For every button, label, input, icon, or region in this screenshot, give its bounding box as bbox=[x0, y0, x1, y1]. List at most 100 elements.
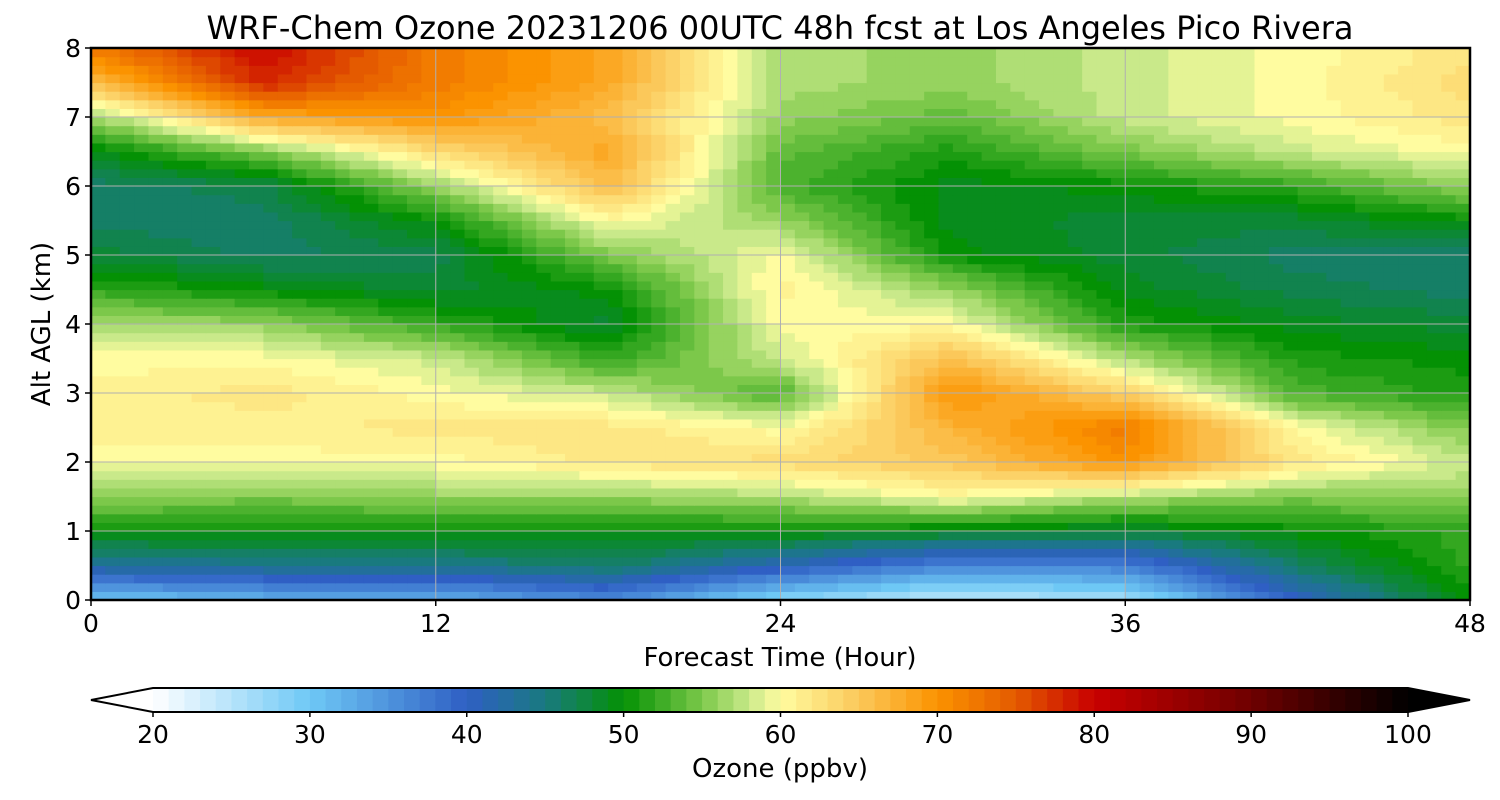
heatmap-cell bbox=[1283, 298, 1299, 308]
heatmap-cell bbox=[407, 194, 422, 204]
heatmap-cell bbox=[478, 591, 494, 600]
heatmap-cell bbox=[1139, 462, 1155, 472]
heatmap-cell bbox=[938, 186, 954, 196]
heatmap-cell bbox=[234, 341, 250, 351]
heatmap-cell bbox=[1268, 539, 1284, 549]
heatmap-cell bbox=[191, 280, 207, 291]
heatmap-cell bbox=[1240, 194, 1256, 204]
heatmap-cell bbox=[234, 349, 250, 360]
heatmap-cell bbox=[766, 237, 782, 247]
heatmap-cell bbox=[852, 453, 868, 463]
heatmap-cell bbox=[320, 513, 336, 523]
heatmap-cell bbox=[1398, 315, 1414, 325]
heatmap-cell bbox=[967, 160, 983, 170]
heatmap-cell bbox=[924, 539, 940, 549]
heatmap-cell bbox=[263, 548, 279, 558]
heatmap-cell bbox=[579, 393, 595, 403]
heatmap-cell bbox=[909, 306, 925, 316]
heatmap-cell bbox=[550, 582, 566, 592]
heatmap-cell bbox=[205, 505, 221, 515]
heatmap-cell bbox=[823, 272, 839, 282]
heatmap-cell bbox=[579, 160, 595, 170]
heatmap-cell bbox=[938, 306, 954, 316]
heatmap-cell bbox=[464, 211, 480, 222]
heatmap-cell bbox=[1455, 436, 1470, 446]
heatmap-cell bbox=[636, 306, 652, 316]
heatmap-cell bbox=[1355, 565, 1371, 575]
heatmap-cell bbox=[148, 427, 164, 437]
heatmap-cell bbox=[694, 574, 710, 584]
heatmap-cell bbox=[794, 280, 810, 291]
heatmap-cell bbox=[105, 393, 121, 403]
heatmap-cell bbox=[1053, 229, 1069, 239]
heatmap-cell bbox=[1082, 289, 1098, 299]
heatmap-cell bbox=[220, 591, 236, 600]
heatmap-cell bbox=[392, 487, 408, 498]
heatmap-cell bbox=[751, 513, 767, 523]
heatmap-cell bbox=[363, 168, 379, 178]
heatmap-cell bbox=[1225, 505, 1241, 515]
heatmap-cell bbox=[938, 591, 954, 600]
heatmap-cell bbox=[1053, 177, 1069, 187]
heatmap-cell bbox=[780, 186, 796, 196]
heatmap-cell bbox=[1225, 375, 1241, 385]
heatmap-cell bbox=[780, 168, 796, 178]
heatmap-cell bbox=[162, 203, 178, 213]
heatmap-cell bbox=[421, 539, 437, 549]
heatmap-cell bbox=[263, 315, 279, 325]
heatmap-cell bbox=[622, 263, 638, 273]
heatmap-cell bbox=[881, 393, 897, 403]
heatmap-cell bbox=[493, 444, 509, 454]
heatmap-cell bbox=[435, 194, 451, 204]
heatmap-cell bbox=[737, 496, 753, 506]
heatmap-cell bbox=[866, 582, 882, 592]
heatmap-cell bbox=[608, 177, 624, 187]
heatmap-cell bbox=[407, 436, 422, 446]
heatmap-cell bbox=[134, 203, 150, 213]
heatmap-cell bbox=[1297, 315, 1313, 325]
heatmap-cell bbox=[1139, 194, 1155, 204]
heatmap-cell bbox=[1297, 332, 1313, 342]
heatmap-cell bbox=[1340, 384, 1356, 394]
heatmap-cell bbox=[636, 548, 652, 558]
heatmap-cell bbox=[1311, 168, 1327, 178]
heatmap-cell bbox=[177, 177, 193, 187]
heatmap-cell bbox=[320, 401, 336, 411]
heatmap-cell bbox=[723, 539, 738, 549]
heatmap-cell bbox=[924, 298, 940, 308]
heatmap-cell bbox=[1067, 418, 1083, 429]
heatmap-cell bbox=[349, 496, 365, 506]
heatmap-cell bbox=[1182, 470, 1198, 480]
heatmap-cell bbox=[507, 151, 523, 161]
heatmap-cell bbox=[306, 436, 322, 446]
heatmap-cell bbox=[478, 410, 494, 420]
heatmap-cell bbox=[852, 479, 868, 489]
heatmap-cell bbox=[1182, 401, 1198, 411]
heatmap-cell bbox=[464, 487, 480, 498]
heatmap-cell bbox=[723, 298, 738, 308]
heatmap-cell bbox=[435, 229, 451, 239]
heatmap-cell bbox=[1024, 384, 1040, 394]
heatmap-cell bbox=[651, 384, 667, 394]
heatmap-cell bbox=[1168, 324, 1184, 334]
heatmap-cell bbox=[435, 453, 451, 463]
heatmap-cell bbox=[148, 410, 164, 420]
heatmap-cell bbox=[234, 177, 250, 187]
heatmap-cell bbox=[909, 591, 925, 600]
heatmap-cell bbox=[651, 531, 667, 541]
heatmap-cell bbox=[852, 315, 868, 325]
heatmap-cell bbox=[665, 384, 681, 394]
heatmap-cell bbox=[464, 367, 480, 377]
heatmap-cell bbox=[952, 436, 968, 446]
heatmap-cell bbox=[1010, 160, 1026, 170]
heatmap-cell bbox=[852, 341, 868, 351]
heatmap-cell bbox=[1139, 375, 1155, 385]
heatmap-cell bbox=[320, 436, 336, 446]
heatmap-cell bbox=[464, 513, 480, 523]
heatmap-cell bbox=[881, 358, 897, 368]
heatmap-cell bbox=[1067, 211, 1083, 222]
heatmap-cell bbox=[1010, 375, 1026, 385]
heatmap-cell bbox=[866, 315, 882, 325]
heatmap-cell bbox=[1197, 505, 1213, 515]
heatmap-cell bbox=[938, 298, 954, 308]
